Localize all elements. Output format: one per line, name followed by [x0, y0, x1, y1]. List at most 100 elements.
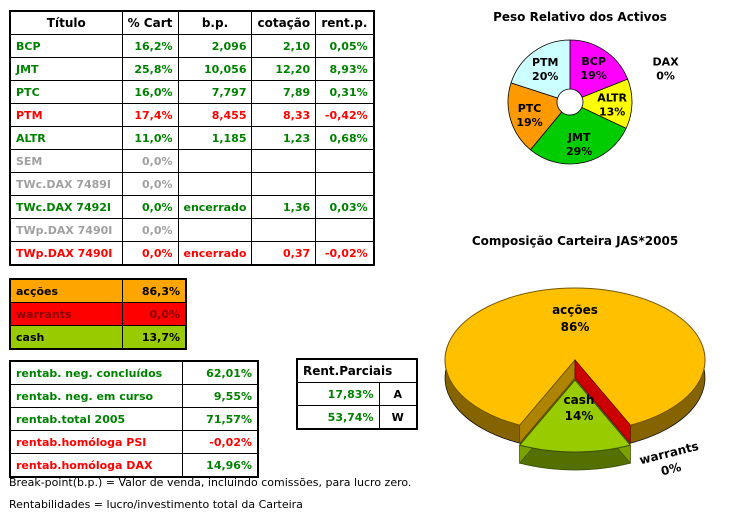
value-cell: 0,05% — [315, 34, 375, 58]
table-row: PTM 17,4% 8,455 8,33 -0,42% — [9, 103, 375, 127]
value-cell — [315, 172, 375, 196]
table-row: ALTR 11,0% 1,185 1,23 0,68% — [9, 126, 375, 150]
titulo-cell: SEM — [9, 149, 123, 173]
slice-label: PTM — [532, 56, 559, 69]
slice-value: 19% — [581, 69, 607, 82]
value-cell: 7,797 — [177, 80, 253, 104]
value-cell: 2,096 — [177, 34, 253, 58]
column-header: b.p. — [177, 10, 253, 35]
slice-label: ALTR — [597, 91, 627, 104]
pie-slice-warrants — [574, 359, 631, 445]
value-cell: 8,93% — [315, 57, 375, 81]
column-header: % Cart — [121, 10, 179, 35]
value-cell: 11,0% — [121, 126, 179, 150]
slice-label: BCP — [581, 55, 606, 68]
value-cell — [315, 218, 375, 242]
value-cell: 1,185 — [177, 126, 253, 150]
column-header: Título — [9, 10, 123, 35]
slice-value: 19% — [516, 116, 542, 129]
composition-chart-title: Composição Carteira JAS*2005 — [471, 234, 679, 248]
value-cell: 0,0% — [121, 195, 179, 219]
value-cell: encerrado — [177, 241, 253, 266]
allocation-value: 0,0% — [121, 302, 187, 326]
partials-header: Rent.Parciais — [296, 358, 418, 383]
slice-value: 0% — [656, 69, 675, 82]
rentability-label: rentab. neg. concluídos — [9, 360, 183, 385]
column-header: rent.p. — [315, 10, 375, 35]
partials-header-row: Rent.Parciais — [296, 358, 418, 383]
value-cell: 16,0% — [121, 80, 179, 104]
value-cell — [251, 218, 317, 242]
value-cell: 0,37 — [251, 241, 317, 266]
allocation-row: cash 13,7% — [9, 325, 187, 350]
slice-label: 86% — [561, 320, 590, 334]
partials-row: 17,83% A — [296, 382, 418, 406]
allocation-value: 13,7% — [121, 325, 187, 350]
column-header: cotação — [251, 10, 317, 35]
pie-slice-JMT — [529, 107, 627, 165]
rentability-label: rentab.homóloga DAX — [9, 453, 183, 478]
slice-label: JMT — [567, 131, 591, 144]
value-cell — [251, 149, 317, 173]
rentability-row: rentab. neg. em curso 9,55% — [9, 384, 259, 408]
slice-label: PTC — [518, 102, 542, 115]
titulo-cell: ALTR — [9, 126, 123, 150]
partials-tag: W — [378, 405, 418, 430]
partials-value: 53,74% — [296, 405, 380, 430]
titulo-cell: JMT — [9, 57, 123, 81]
rentability-row: rentab.homóloga DAX 14,96% — [9, 453, 259, 478]
titulo-cell: PTM — [9, 103, 123, 127]
table-row: TWc.DAX 7489I 0,0% — [9, 172, 375, 196]
value-cell: 10,056 — [177, 57, 253, 81]
value-cell: 0,31% — [315, 80, 375, 104]
footnote-rentabilidades: Rentabilidades = lucro/investimento tota… — [9, 498, 303, 511]
table-row: JMT 25,8% 10,056 12,20 8,93% — [9, 57, 375, 81]
titulo-cell: PTC — [9, 80, 123, 104]
titulo-cell: BCP — [9, 34, 123, 58]
table-row: PTC 16,0% 7,797 7,89 0,31% — [9, 80, 375, 104]
value-cell: 25,8% — [121, 57, 179, 81]
rentability-row: rentab.total 2005 71,57% — [9, 407, 259, 431]
table-row: BCP 16,2% 2,096 2,10 0,05% — [9, 34, 375, 58]
value-cell: 1,23 — [251, 126, 317, 150]
rentability-label: rentab. neg. em curso — [9, 384, 183, 408]
rentability-label: rentab.total 2005 — [9, 407, 183, 431]
rentability-value: 14,96% — [181, 453, 259, 478]
value-cell: 8,33 — [251, 103, 317, 127]
slice-label: 0% — [659, 460, 682, 479]
partial-returns-table: Rent.Parciais 17,83% A 53,74% W — [296, 358, 418, 430]
partials-tag: A — [378, 382, 418, 406]
value-cell: 8,455 — [177, 103, 253, 127]
value-cell: 0,03% — [315, 195, 375, 219]
portfolio-header-row: Título% Cart b.p. cotação rent.p. — [9, 10, 375, 35]
allocation-label: warrants — [9, 302, 123, 326]
pie-slice-BCP — [569, 39, 629, 98]
table-row: TWc.DAX 7492I 0,0% encerrado 1,36 0,03% — [9, 195, 375, 219]
value-cell: 0,0% — [121, 172, 179, 196]
slice-value: 29% — [566, 145, 592, 158]
value-cell: 0,68% — [315, 126, 375, 150]
allocation-value: 86,3% — [121, 278, 187, 303]
slice-label: acções — [552, 303, 598, 317]
value-cell: encerrado — [177, 195, 253, 219]
partials-row: 53,74% W — [296, 405, 418, 430]
weights-chart-title: Peso Relativo dos Activos — [493, 10, 667, 24]
pie-slice-acções — [444, 287, 706, 426]
titulo-cell: TWp.DAX 7490I — [9, 241, 123, 266]
value-cell: 1,36 — [251, 195, 317, 219]
value-cell — [251, 172, 317, 196]
allocation-table: acções 86,3% warrants 0,0% cash 13,7% — [9, 278, 187, 350]
rentability-value: -0,02% — [181, 430, 259, 454]
allocation-label: cash — [9, 325, 123, 350]
titulo-cell: TWc.DAX 7492I — [9, 195, 123, 219]
allocation-row: warrants 0,0% — [9, 302, 187, 326]
rentability-table: rentab. neg. concluídos 62,01% rentab. neg… — [9, 360, 259, 478]
allocation-row: acções 86,3% — [9, 278, 187, 303]
allocation-label: acções — [9, 278, 123, 303]
value-cell: 0,0% — [121, 149, 179, 173]
value-cell: 16,2% — [121, 34, 179, 58]
titulo-cell: TWp.DAX 7490I — [9, 218, 123, 242]
value-cell — [315, 149, 375, 173]
